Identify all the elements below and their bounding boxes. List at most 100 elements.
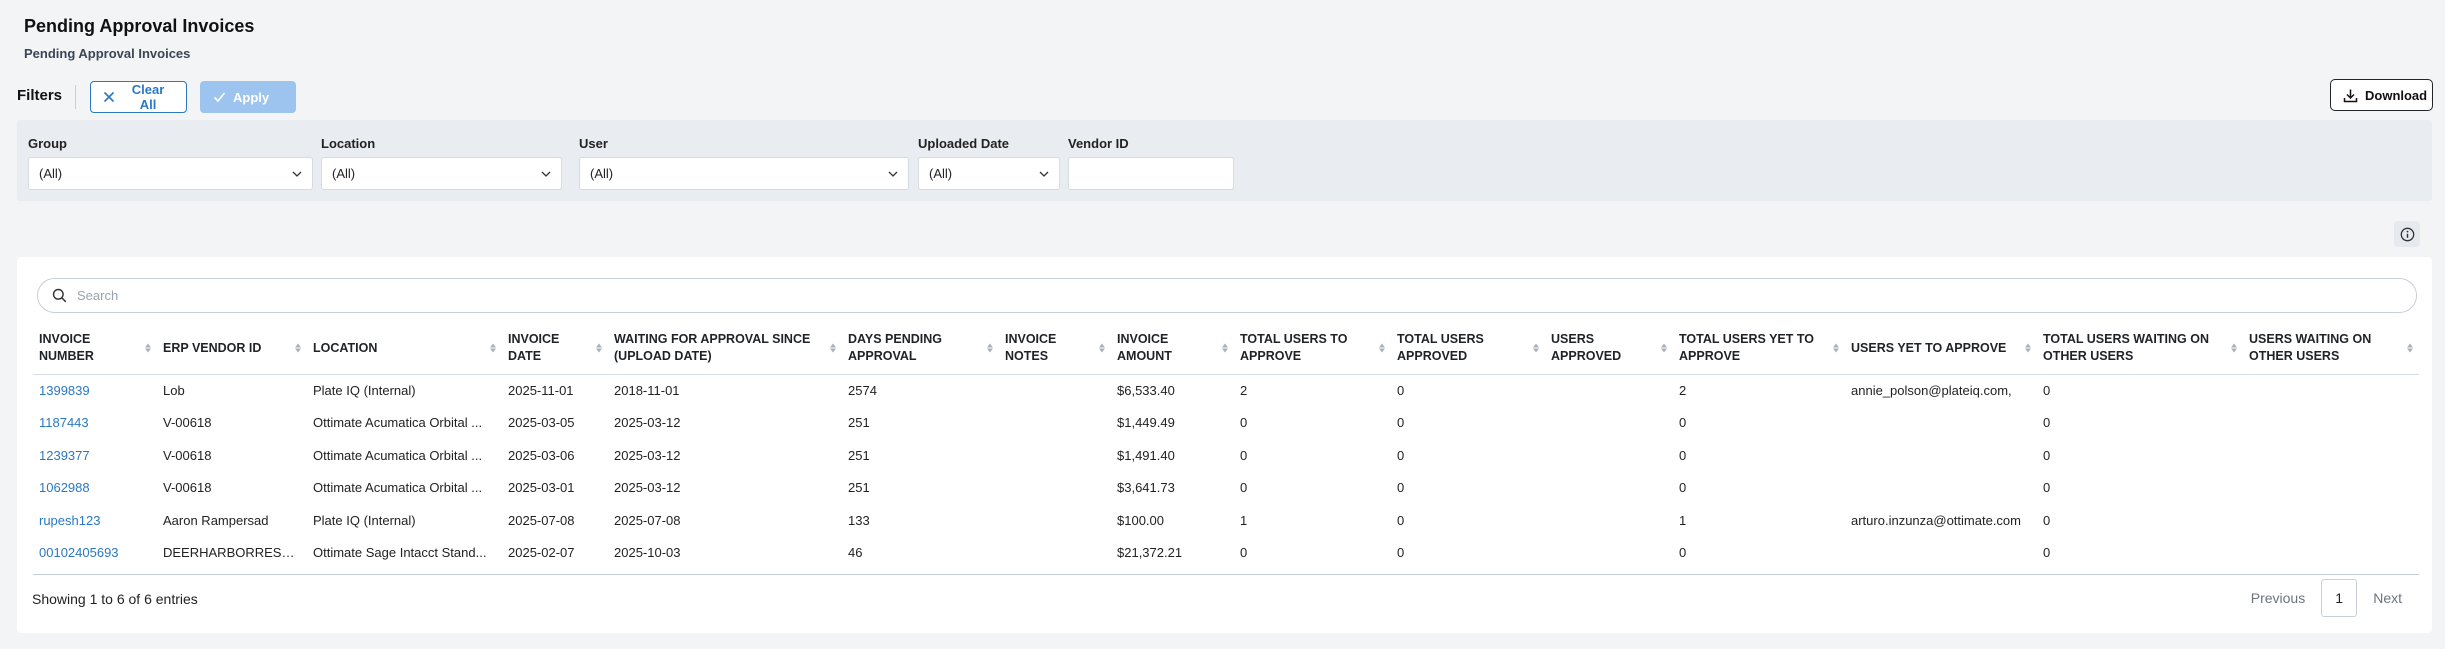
column-invoice-date[interactable]: Invoice Date [502, 323, 608, 374]
table-cell: 2025-03-12 [614, 415, 681, 431]
invoice-number-link[interactable]: 1399839 [39, 383, 90, 398]
table-cell: 1 [1679, 512, 1687, 528]
group-filter-label: Group [28, 136, 67, 151]
column-total-users-waiting[interactable]: Total Users Waiting on Other Users [2037, 323, 2243, 374]
table-cell [999, 504, 1111, 537]
pagination: Previous 1 Next [2235, 579, 2418, 617]
table-cell: 0 [1397, 512, 1405, 528]
column-total-users-yet-to-approve[interactable]: Total Users Yet to Approve [1673, 323, 1845, 374]
table-cell [2243, 472, 2419, 505]
column-invoice-amount[interactable]: Invoice Amount [1111, 323, 1234, 374]
user-select[interactable]: (All) [579, 157, 909, 190]
table-cell: 251 [848, 480, 870, 496]
sort-icon [1222, 343, 1228, 353]
table-cell: 2025-07-08 [508, 512, 575, 528]
invoice-number-link[interactable]: 1062988 [39, 480, 90, 496]
table-cell: 0 [1240, 447, 1248, 463]
table-cell [1545, 439, 1673, 472]
uploaded-date-filter: Uploaded Date (All) [918, 137, 1060, 190]
clear-all-button[interactable]: Clear All [90, 81, 187, 113]
table-cell: 2025-02-07 [508, 545, 575, 561]
column-location[interactable]: Location [307, 323, 502, 374]
table-cell [1545, 472, 1673, 505]
vendor-id-filter-label: Vendor ID [1068, 136, 1129, 151]
table-cell: $3,641.73 [1117, 480, 1175, 496]
table-cell: 251 [848, 447, 870, 463]
table-cell: 0 [1679, 447, 1687, 463]
next-button[interactable]: Next [2373, 590, 2402, 606]
group-filter: Group (All) [28, 137, 313, 190]
filters-label: Filters [17, 87, 63, 104]
table-cell: 0 [1679, 545, 1687, 561]
table-row: rupesh123 Aaron Rampersad Plate IQ (Intern… [33, 504, 2419, 537]
column-users-waiting[interactable]: Users Waiting on Other Users [2243, 323, 2419, 374]
location-filter: Location (All) [321, 137, 562, 190]
table-cell: V-00618 [163, 480, 212, 496]
invoice-number-link[interactable]: 00102405693 [39, 545, 119, 561]
table-cell [1545, 374, 1673, 407]
invoice-number-link[interactable]: rupesh123 [39, 512, 101, 528]
uploaded-date-select-value: (All) [929, 166, 953, 181]
table-cell: 2574 [848, 383, 877, 398]
chevron-down-icon [888, 171, 898, 177]
table-cell [1845, 439, 2037, 472]
download-label: Download [2365, 87, 2428, 103]
page-1-button[interactable]: 1 [2321, 579, 2358, 617]
apply-button[interactable]: Apply [200, 81, 296, 113]
table-cell: 46 [848, 545, 863, 561]
group-select-value: (All) [39, 166, 63, 181]
sort-icon [2231, 343, 2237, 353]
table-cell: 0 [1240, 415, 1248, 431]
search-input[interactable] [77, 288, 2377, 303]
chevron-down-icon [1039, 171, 1049, 177]
sort-icon [490, 343, 496, 353]
user-filter: User (All) [579, 137, 909, 190]
table-cell: 0 [1397, 415, 1405, 431]
download-button[interactable]: Download [2330, 79, 2433, 111]
download-icon [2343, 89, 2358, 102]
column-users-yet-to-approve[interactable]: Users Yet to Approve [1845, 323, 2037, 374]
table-cell: 0 [1397, 480, 1405, 496]
table-cell: DEERHARBORRESORT [163, 545, 307, 561]
sort-icon [1379, 343, 1385, 353]
table-cell: 0 [1397, 447, 1405, 463]
column-invoice-number[interactable]: Invoice Number [33, 323, 157, 374]
invoice-number-link[interactable]: 1187443 [39, 415, 89, 431]
column-total-users-to-approve[interactable]: Total Users to Approve [1234, 323, 1391, 374]
column-waiting-since[interactable]: Waiting for approval since (upload date) [608, 323, 842, 374]
table-cell: $6,533.40 [1117, 383, 1175, 398]
table-cell: 0 [2043, 480, 2051, 496]
column-total-users-approved[interactable]: Total Users Approved [1391, 323, 1545, 374]
table-cell: 2025-03-05 [508, 415, 575, 431]
table-row: 1062988 V-00618 Ottimate Acumatica Orbital… [33, 472, 2419, 505]
location-filter-label: Location [321, 136, 376, 151]
table-cell: Lob [163, 383, 185, 398]
column-users-approved[interactable]: Users Approved [1545, 323, 1673, 374]
invoice-number-link[interactable]: 1239377 [39, 447, 90, 463]
table-cell: 2025-07-08 [614, 512, 681, 528]
previous-button[interactable]: Previous [2250, 590, 2306, 606]
page-subtitle: Pending Approval Invoices [24, 46, 191, 61]
table-cell: 133 [848, 512, 870, 528]
sort-icon [145, 343, 151, 353]
table-row: 00102405693 DEERHARBORRESORT Ottimate Sage… [33, 537, 2419, 570]
location-select[interactable]: (All) [321, 157, 562, 190]
table-cell [1845, 537, 2037, 570]
table-cell [999, 407, 1111, 440]
uploaded-date-select[interactable]: (All) [918, 157, 1060, 190]
table-cell: 0 [1397, 545, 1405, 561]
column-erp-vendor-id[interactable]: ERP Vendor ID [157, 323, 307, 374]
vendor-id-input[interactable] [1068, 157, 1234, 190]
table-cell [999, 374, 1111, 407]
table-cell: Ottimate Acumatica Orbital ... [313, 415, 483, 431]
info-button[interactable] [2394, 221, 2420, 247]
column-invoice-notes[interactable]: Invoice Notes [999, 323, 1111, 374]
invoices-table: Invoice Number ERP Vendor ID Location In… [33, 323, 2419, 569]
page-title: Pending Approval Invoices [24, 16, 255, 36]
group-select[interactable]: (All) [28, 157, 313, 190]
column-days-pending[interactable]: Days Pending Approval [842, 323, 999, 374]
toolbar-divider [75, 85, 76, 109]
table-cell: arturo.inzunza@ottimate.com [1851, 512, 2021, 528]
table-cell [2243, 537, 2419, 570]
table-cell: Ottimate Acumatica Orbital ... [313, 447, 483, 463]
